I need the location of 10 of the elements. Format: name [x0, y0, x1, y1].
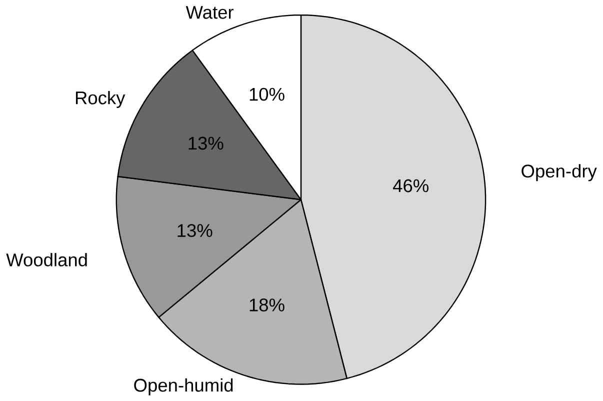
slice-label: Open-humid [134, 378, 233, 396]
data-label: 10% [250, 88, 284, 101]
data-label: 13% [188, 136, 224, 150]
data-label: 18% [250, 298, 284, 312]
slice-label: Rocky [76, 90, 126, 108]
slice-label: Woodland [6, 252, 87, 266]
slice-label: Water [186, 6, 234, 19]
slice-label: Open-dry [522, 164, 597, 181]
data-label: 13% [178, 224, 212, 237]
data-label: 46% [393, 179, 428, 192]
